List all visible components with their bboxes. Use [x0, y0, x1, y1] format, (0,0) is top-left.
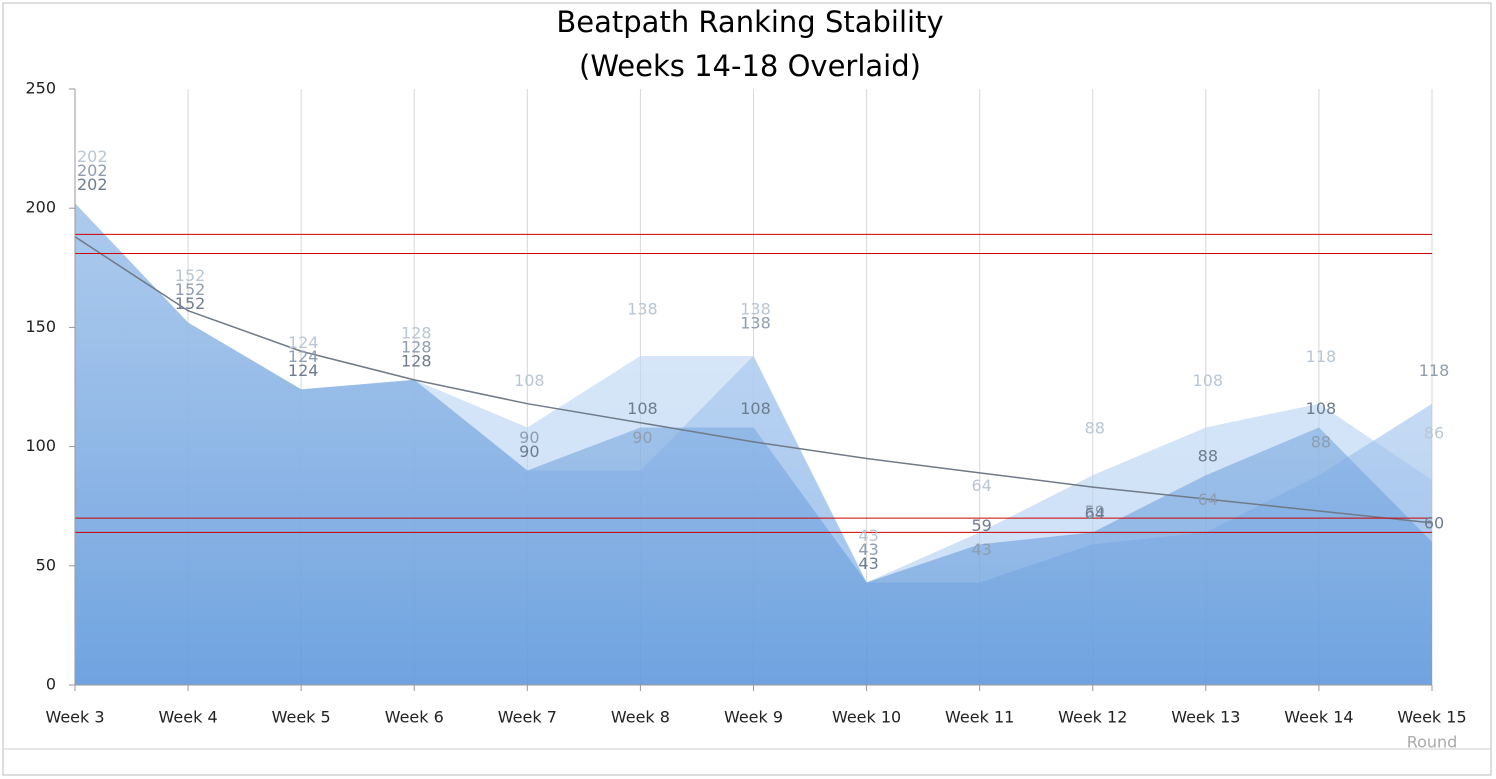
x-tick-label: Week 12	[1058, 708, 1127, 727]
y-tick-label: 250	[25, 79, 56, 98]
data-label: 152	[175, 294, 206, 313]
x-tick-label: Week 11	[945, 708, 1014, 727]
chart-title: Beatpath Ranking Stability	[556, 5, 943, 39]
data-label: 108	[514, 371, 545, 390]
data-label: 202	[77, 161, 108, 180]
x-tick-label: Week 14	[1284, 708, 1353, 727]
data-label: 152	[175, 266, 206, 285]
data-label: 128	[401, 351, 432, 370]
data-label: 118	[1306, 347, 1337, 366]
data-label: 59	[1085, 502, 1105, 521]
data-label: 64	[1198, 490, 1218, 509]
x-tick-label: Week 13	[1171, 708, 1240, 727]
data-label: 124	[288, 347, 319, 366]
data-label: 124	[288, 333, 319, 352]
x-tick-label: Week 15	[1397, 708, 1466, 727]
x-axis-label: Round	[1407, 733, 1458, 752]
data-label: 64	[1085, 504, 1105, 523]
data-label: 128	[401, 323, 432, 342]
x-tick-label: Week 9	[724, 708, 783, 727]
data-label: 90	[632, 428, 652, 447]
area-shade	[75, 203, 1432, 685]
data-label: 128	[401, 337, 432, 356]
y-tick-label: 200	[25, 198, 56, 217]
data-label: 88	[1198, 447, 1218, 466]
data-label: 43	[858, 540, 878, 559]
data-label: 108	[740, 399, 771, 418]
data-label: 202	[77, 175, 108, 194]
data-label: 152	[175, 280, 206, 299]
y-tick-label: 50	[36, 555, 56, 574]
data-label: 43	[971, 540, 991, 559]
chart-subtitle: (Weeks 14-18 Overlaid)	[579, 49, 921, 83]
y-tick-label: 100	[25, 436, 56, 455]
y-tick-label: 0	[46, 675, 56, 694]
data-label: 90	[519, 442, 539, 461]
data-label: 108	[1306, 399, 1337, 418]
trend-line	[74, 236, 1433, 524]
x-tick-label: Week 8	[611, 708, 670, 727]
x-tick-label: Week 6	[385, 708, 444, 727]
data-label: 138	[740, 314, 771, 333]
data-label: 138	[740, 300, 771, 319]
data-label: 64	[971, 476, 991, 495]
data-label: 108	[1193, 371, 1224, 390]
x-tick-label: Week 4	[159, 708, 218, 727]
data-label: 60	[1424, 513, 1444, 532]
x-tick-label: Week 5	[272, 708, 331, 727]
data-label: 59	[971, 516, 991, 535]
data-label: 43	[858, 554, 878, 573]
data-label: 124	[288, 361, 319, 380]
data-label: 43	[858, 526, 878, 545]
x-tick-label: Week 10	[832, 708, 901, 727]
y-tick-label: 150	[25, 317, 56, 336]
data-label: 138	[627, 300, 658, 319]
data-label: 118	[1419, 361, 1450, 380]
data-label: 86	[1424, 423, 1444, 442]
data-label: 202	[77, 147, 108, 166]
data-label: 88	[1085, 419, 1105, 438]
data-label: 90	[519, 428, 539, 447]
data-label: 108	[627, 399, 658, 418]
x-tick-label: Week 3	[45, 708, 104, 727]
data-label: 88	[1311, 433, 1331, 452]
x-tick-label: Week 7	[498, 708, 557, 727]
